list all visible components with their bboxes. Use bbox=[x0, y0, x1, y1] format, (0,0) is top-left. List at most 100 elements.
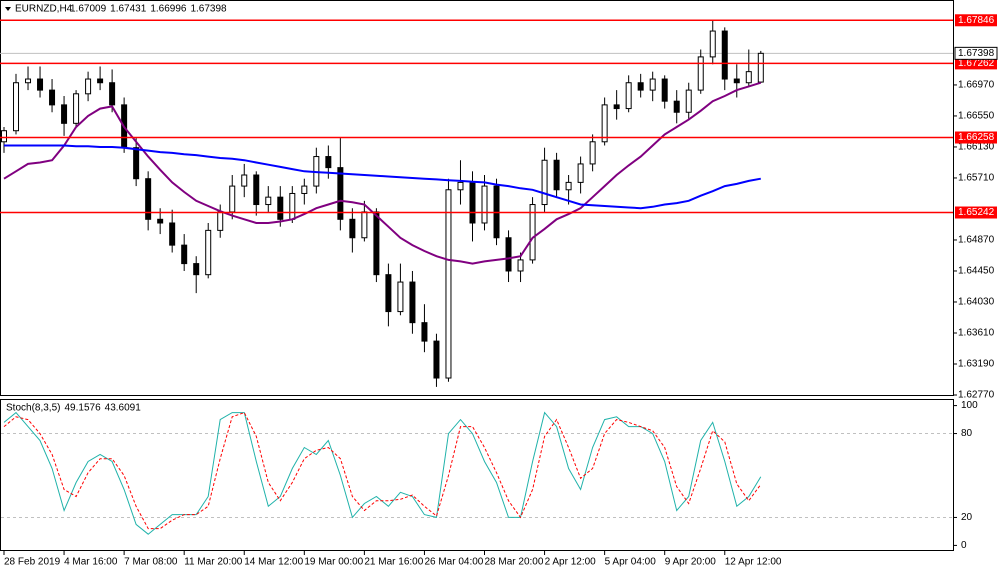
candle-body bbox=[433, 340, 440, 379]
candle-body bbox=[25, 78, 32, 84]
candle-body bbox=[73, 93, 80, 124]
stoch-value: 43.6091 bbox=[105, 403, 142, 414]
level-label: 1.67262 bbox=[958, 58, 995, 69]
stoch-y-tick-label: 80 bbox=[961, 428, 973, 439]
stoch-line bbox=[3, 411, 762, 530]
candle-body bbox=[709, 30, 716, 58]
stoch-y-tick-label: 20 bbox=[961, 512, 973, 523]
candle-body bbox=[13, 82, 20, 132]
y-tick-label: 1.64450 bbox=[958, 266, 995, 277]
x-tick-label: 9 Apr 20:00 bbox=[665, 557, 717, 568]
candle-body bbox=[685, 89, 692, 113]
candle-body bbox=[349, 218, 356, 239]
x-tick-label: 21 Mar 16:00 bbox=[364, 557, 423, 568]
candle-body bbox=[277, 196, 284, 220]
candle-body bbox=[445, 189, 452, 379]
x-tick-label: 7 Mar 08:00 bbox=[124, 557, 178, 568]
candle-body bbox=[481, 185, 488, 224]
candle-body bbox=[157, 218, 164, 224]
y-tick-label: 1.66550 bbox=[958, 111, 995, 122]
candle-body bbox=[301, 185, 308, 194]
candle-body bbox=[733, 78, 740, 84]
candle-body bbox=[421, 322, 428, 342]
candle-body bbox=[361, 211, 368, 239]
stoch-title: Stoch(8,3,5) bbox=[6, 403, 60, 414]
current-price-box bbox=[954, 46, 998, 60]
candle-body bbox=[265, 196, 272, 206]
price-header: EURNZD,H4 1.67009 1.67431 1.66996 1.67398 bbox=[15, 4, 227, 15]
level-label: 1.67846 bbox=[958, 15, 995, 26]
candle-body bbox=[397, 281, 404, 313]
candle-body bbox=[289, 192, 296, 220]
header-value: 1.67398 bbox=[190, 4, 227, 15]
candle-body bbox=[565, 181, 572, 191]
candle-body bbox=[61, 104, 68, 124]
current-price-label: 1.67398 bbox=[958, 48, 995, 59]
candle-body bbox=[577, 163, 584, 183]
candle-body bbox=[409, 281, 416, 324]
candle-body bbox=[337, 167, 344, 220]
candle-body bbox=[697, 56, 704, 91]
candle-body bbox=[517, 259, 524, 272]
candle-body bbox=[145, 178, 152, 220]
x-tick-label: 28 Mar 20:00 bbox=[485, 557, 544, 568]
header-value: 1.66996 bbox=[150, 4, 187, 15]
candle-body bbox=[253, 174, 260, 206]
candle-body bbox=[109, 82, 116, 106]
stoch-line bbox=[3, 411, 762, 535]
candle-body bbox=[505, 237, 512, 272]
candle-body bbox=[529, 204, 536, 261]
candle-body bbox=[673, 100, 680, 113]
level-label: 1.66258 bbox=[958, 132, 995, 143]
candle-body bbox=[181, 244, 188, 265]
y-tick-label: 1.65710 bbox=[958, 173, 995, 184]
x-tick-label: 4 Mar 16:00 bbox=[64, 557, 118, 568]
stoch-y-tick-label: 100 bbox=[961, 400, 978, 411]
candle-body bbox=[745, 71, 752, 84]
candle-body bbox=[49, 89, 56, 106]
candle-body bbox=[601, 104, 608, 143]
candle-body bbox=[721, 30, 728, 80]
candle-body bbox=[649, 78, 656, 91]
candle-body bbox=[325, 156, 332, 169]
moving-average bbox=[3, 81, 762, 265]
candle-body bbox=[133, 147, 140, 180]
level-label-box bbox=[955, 14, 997, 27]
level-label: 1.65242 bbox=[958, 207, 995, 218]
y-tick-label: 1.64030 bbox=[958, 297, 995, 308]
candle-body bbox=[553, 159, 560, 191]
candle-body bbox=[193, 263, 200, 276]
x-tick-label: 2 Apr 12:00 bbox=[545, 557, 597, 568]
candle-body bbox=[37, 78, 44, 91]
stoch-panel bbox=[0, 399, 954, 551]
candle-body bbox=[661, 78, 668, 102]
candle-body bbox=[169, 222, 176, 246]
level-label-box bbox=[955, 131, 997, 144]
x-tick-label: 14 Mar 12:00 bbox=[244, 557, 303, 568]
y-tick-label: 1.63610 bbox=[958, 328, 995, 339]
x-tick-label: 12 Apr 12:00 bbox=[725, 557, 782, 568]
y-tick-label: 1.66970 bbox=[958, 80, 995, 91]
price-panel bbox=[0, 0, 954, 396]
x-tick-label: 5 Apr 04:00 bbox=[605, 557, 657, 568]
candle-body bbox=[541, 159, 548, 206]
candle-body bbox=[469, 181, 476, 224]
candle-body bbox=[637, 82, 644, 91]
candle-body bbox=[385, 274, 392, 313]
moving-average bbox=[4, 144, 761, 210]
candle-body bbox=[457, 181, 464, 191]
menu-triangle bbox=[5, 7, 11, 11]
candle-body bbox=[613, 104, 620, 110]
level-label-box bbox=[955, 206, 997, 219]
x-tick-label: 28 Feb 2019 bbox=[4, 557, 61, 568]
symbol: EURNZD,H4 bbox=[15, 4, 73, 15]
candle-body bbox=[217, 211, 224, 231]
y-tick-label: 1.62770 bbox=[958, 390, 995, 401]
candle-body bbox=[625, 82, 632, 110]
candle-body bbox=[373, 211, 380, 276]
candle-body bbox=[205, 229, 212, 276]
y-tick-label: 1.66130 bbox=[958, 142, 995, 153]
stoch-value: 49.1576 bbox=[64, 403, 101, 414]
